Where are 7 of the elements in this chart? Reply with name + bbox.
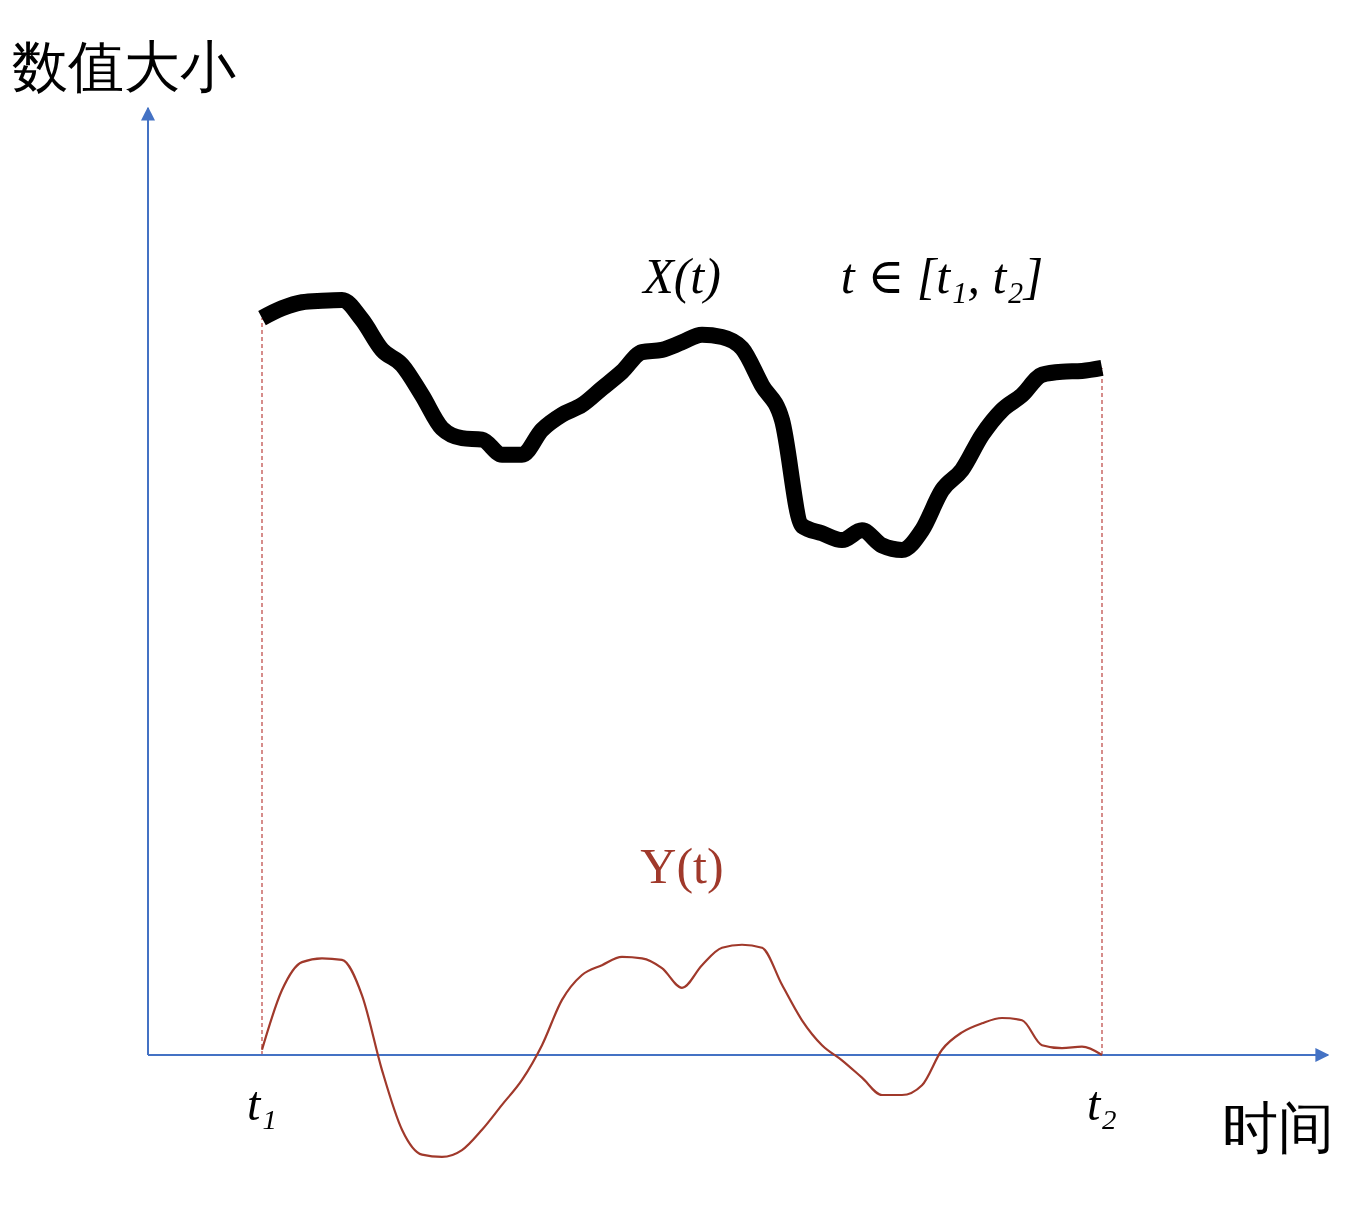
series-label: X(t): [641, 247, 721, 304]
x-tick-label: t₁: [246, 1077, 278, 1130]
annotation: t ∈ [t₁, t₂]: [840, 247, 1044, 304]
x-tick-label: t₂: [1086, 1077, 1118, 1130]
series-label: Y(t): [640, 837, 724, 894]
x-axis-title: 时间: [1222, 1095, 1334, 1160]
y-axis-title: 数值大小: [12, 34, 236, 99]
